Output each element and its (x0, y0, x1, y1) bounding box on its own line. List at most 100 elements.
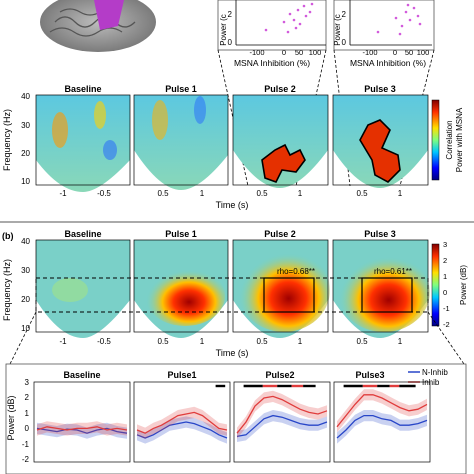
panel-a-title-pulse2: Pulse 2 (264, 84, 296, 94)
error-band-inhib (137, 406, 227, 439)
panel-c-ytick: -1 (22, 440, 30, 449)
scatter1-ytick: 2 (228, 10, 233, 19)
panel-c-ytick: 2 (25, 393, 30, 402)
error-band-n-inhib (137, 416, 227, 444)
panel-c-ylabel: Power (dB) (6, 395, 16, 440)
error-band-n-inhib (237, 410, 327, 442)
panel-c-title-pulse2: Pulse2 (265, 370, 294, 380)
panel-b-cbar-tick: 0 (443, 288, 447, 297)
series-line-n-inhib (236, 414, 328, 438)
panel-b-title-pulse1: Pulse 1 (165, 229, 197, 239)
panel-b-cbar-tick: 2 (443, 256, 447, 265)
panel-b-ylabel: Frequency (Hz) (2, 259, 12, 321)
scatter2-xtick: -100 (362, 48, 377, 57)
series-line-inhib (36, 426, 128, 431)
panel-a-ytick: 20 (21, 149, 30, 158)
panel-b-ytick: 40 (21, 237, 30, 246)
panel-a-xtick: 0.5 (157, 189, 169, 198)
heatmap-b-pulse1 (133, 239, 229, 338)
panel-c-axes (233, 381, 331, 463)
panel-b-xlabel: Time (s) (216, 348, 249, 358)
scatter2-xtick: 50 (405, 48, 413, 57)
panel-a-title-pulse3: Pulse 3 (364, 84, 396, 94)
panel-a-ytick: 40 (21, 92, 30, 101)
panel-b-cbar-tick: -2 (443, 320, 450, 329)
panel-a-xtick: -0.5 (97, 189, 111, 198)
panel-b-cbar-tick: 3 (443, 240, 447, 249)
scatter1-xtick: 100 (309, 48, 322, 57)
panel-c-ytick: 1 (25, 409, 30, 418)
panel-b-xtick: 1 (298, 337, 303, 346)
panel-c-axes (333, 381, 431, 463)
panel-a-xtick: 1 (200, 189, 205, 198)
brain-highlight-region (94, 0, 124, 30)
panel-a-ytick: 10 (21, 177, 30, 186)
panel-c-lineplots (33, 381, 431, 463)
scatter2-ylabel: Power (c (333, 14, 342, 46)
panel-a-colorbar-label-2: Power with MSNA (455, 107, 464, 172)
scatter2-ytick: 2 (342, 10, 347, 19)
panel-c-title-baseline: Baseline (63, 370, 100, 380)
series-line-n-inhib (36, 427, 128, 434)
panel-b-title-pulse2: Pulse 2 (264, 229, 296, 239)
scatter2-xtick: 100 (417, 48, 430, 57)
legend-n-inhib: N-Inhib (422, 368, 448, 377)
scatter2-points (376, 3, 422, 36)
legend-inhib: Inhib (422, 378, 440, 387)
panel-c-ytick: 0 (25, 424, 30, 433)
panel-a: Frequency (Hz) 40 30 20 10 (2, 84, 464, 210)
panel-a-xtick: -1 (59, 189, 67, 198)
panel-b-ytick: 20 (21, 295, 30, 304)
panel-a-xtick: 0.5 (256, 189, 268, 198)
scatter1-points (264, 2, 314, 34)
panel-b-xtick: -0.5 (97, 337, 111, 346)
panel-b-colorbar-label: Power (dB) (459, 265, 468, 305)
panel-b: (b) Frequency (Hz) 40 30 20 10 (2, 229, 468, 358)
sig-contour-pulse3 (359, 119, 401, 183)
panel-b-title-pulse3: Pulse 3 (364, 229, 396, 239)
panel-c: Power (dB) 3 2 1 0 -1 -2 Baseline Pulse1… (5, 363, 467, 474)
scatter1-xlabel: MSNA Inhibition (%) (234, 58, 310, 68)
scatter1-ytick: 0 (228, 38, 233, 47)
brain-render (40, 0, 156, 52)
panel-a-xlabel: Time (s) (216, 200, 249, 210)
rho-label-pulse2: rho=0.68** (277, 267, 315, 276)
heatmap-a-pulse3 (332, 94, 429, 188)
panel-a-ytick: 30 (21, 121, 30, 130)
series-line-inhib (236, 395, 328, 434)
panel-c-title-pulse3: Pulse3 (355, 370, 384, 380)
scatter2-ytick: 0 (342, 38, 347, 47)
panel-c-ytick: -2 (22, 455, 30, 464)
series-line-inhib (136, 411, 228, 434)
heatmap-a-baseline (35, 94, 131, 192)
panel-c-axes (133, 381, 231, 463)
panel-a-xtick: 1 (298, 189, 303, 198)
panel-b-xtick: 0.5 (256, 337, 268, 346)
panel-b-xtick: 0.5 (157, 337, 169, 346)
panel-b-label: (b) (2, 231, 14, 241)
panel-a-xtick: 0.5 (356, 189, 368, 198)
panel-a-colorbar-label-1: Correlation (445, 120, 454, 159)
scatter-plot-pulse2: 2 0 Power (c -100 0 50 100 MSNA Inhibiti… (217, 0, 327, 68)
rho-label-pulse3: rho=0.61** (374, 267, 412, 276)
frequency-band-dashed (35, 277, 429, 313)
scatter1-ylabel: Power (c (219, 14, 228, 46)
series-line-n-inhib (336, 414, 428, 439)
zoom-lines-b (9, 311, 465, 365)
scatter1-xtick: 50 (295, 48, 303, 57)
panel-b-ytick: 30 (21, 266, 30, 275)
scatter1-xtick: 0 (282, 48, 286, 57)
heatmap-a-pulse1 (133, 94, 229, 190)
panel-b-xtick: -1 (59, 337, 67, 346)
panel-b-title-baseline: Baseline (64, 229, 101, 239)
panel-a-title-pulse1: Pulse 1 (165, 84, 197, 94)
series-line-n-inhib (136, 421, 228, 439)
scatter-plot-pulse3: 2 0 Power (c -100 0 50 100 MSNA Inhibiti… (333, 0, 435, 68)
panel-b-cbar-tick: 1 (443, 272, 447, 281)
sig-contour-pulse2 (261, 143, 306, 183)
panel-a-xtick: 1 (398, 189, 403, 198)
scatter1-xtick: -100 (249, 48, 264, 57)
series-line-inhib (336, 394, 428, 428)
scatter2-xlabel: MSNA Inhibition (%) (350, 58, 426, 68)
